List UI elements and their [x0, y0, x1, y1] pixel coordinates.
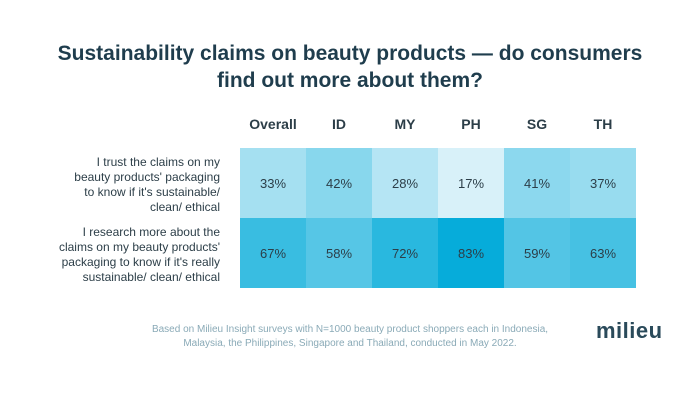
row-label-line: I research more about the — [82, 225, 220, 239]
row-label-line: packaging to know if it's really — [61, 255, 220, 269]
cell-row1-th: 37% — [570, 148, 636, 218]
cell-row1-my: 28% — [372, 148, 438, 218]
row-label-2: I research more about the claims on my be… — [20, 225, 220, 285]
cell-row2-sg: 59% — [504, 218, 570, 288]
column-header-id: ID — [332, 116, 346, 132]
footnote-line-1: Based on Milieu Insight surveys with N=1… — [151, 324, 549, 335]
chart-title: Sustainability claims on beauty products… — [0, 40, 700, 94]
cell-row2-id: 58% — [306, 218, 372, 288]
row-label-line: sustainable/ clean/ ethical — [82, 270, 220, 284]
column-header-ph: PH — [461, 116, 481, 132]
row-label-line: I trust the claims on my — [96, 155, 220, 169]
row-label-line: to know if it's sustainable/ — [84, 185, 220, 199]
column-header-overall: Overall — [249, 116, 297, 132]
row-label-1: I trust the claims on my beauty products'… — [20, 155, 220, 215]
cell-row1-sg: 41% — [504, 148, 570, 218]
column-header-my: MY — [394, 116, 416, 132]
chart-title-line-2: find out more about them? — [217, 69, 483, 92]
cell-row1-overall: 33% — [240, 148, 306, 218]
cell-row1-id: 42% — [306, 148, 372, 218]
column-header-th: TH — [593, 116, 613, 132]
column-header-sg: SG — [526, 116, 548, 132]
milieu-logo: milieu — [596, 318, 663, 343]
cell-row2-my: 72% — [372, 218, 438, 288]
cell-row2-th: 63% — [570, 218, 636, 288]
row-label-line: claims on my beauty products' — [58, 240, 220, 254]
row-label-line: clean/ ethical — [149, 200, 220, 214]
cell-row2-overall: 67% — [240, 218, 306, 288]
footnote: Based on Milieu Insight surveys with N=1… — [0, 323, 700, 351]
footnote-line-2: Malaysia, the Philippines, Singapore and… — [183, 338, 517, 349]
chart-title-line-1: Sustainability claims on beauty products… — [57, 42, 643, 65]
cell-row1-ph: 17% — [438, 148, 504, 218]
row-label-line: beauty products' packaging — [74, 170, 220, 184]
cell-row2-ph: 83% — [438, 218, 504, 288]
